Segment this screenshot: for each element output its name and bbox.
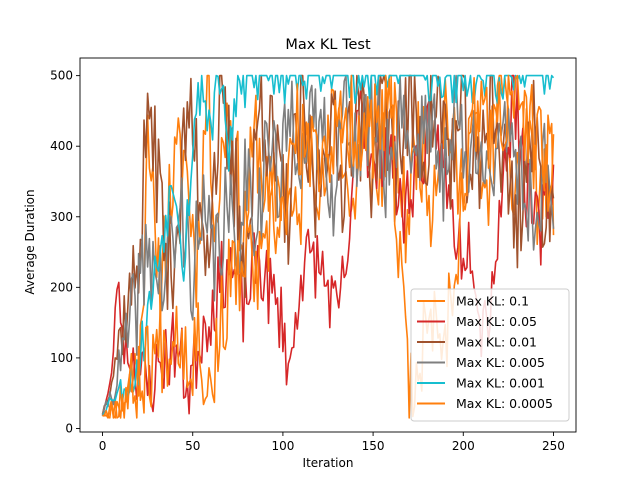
x-axis: 0 50 100 150 200 250 (99, 432, 565, 453)
series-line-3 (101, 74, 555, 415)
series-line-4 (101, 74, 555, 417)
y-axis-label: Average Duration (23, 189, 37, 294)
x-tick-label: 50 (185, 439, 200, 453)
legend-label: Max KL: 0.001 (456, 376, 545, 391)
y-axis: 0 100 200 300 400 500 (50, 69, 80, 435)
plot-area (79, 57, 577, 433)
legend-label: Max KL: 0.005 (456, 355, 545, 370)
x-tick-label: 0 (99, 439, 107, 453)
y-tick-label: 300 (50, 210, 73, 224)
legend-label: Max KL: 0.01 (456, 335, 537, 350)
legend-label: Max KL: 0.0005 (456, 396, 553, 411)
series-line-5 (102, 74, 555, 419)
y-tick-label: 0 (65, 421, 73, 435)
x-tick-label: 150 (362, 439, 385, 453)
legend: Max KL: 0.1 Max KL: 0.05 Max KL: 0.01 Max K… (410, 288, 570, 422)
y-tick-label: 200 (50, 280, 73, 294)
x-tick-label: 250 (542, 439, 565, 453)
y-tick-label: 100 (50, 351, 73, 365)
series-group (101, 74, 555, 419)
chart-title: Max KL Test (285, 37, 371, 53)
legend-label: Max KL: 0.1 (456, 294, 529, 309)
series-line-0 (102, 74, 555, 419)
y-tick-label: 500 (50, 69, 73, 83)
y-tick-label: 400 (50, 139, 73, 153)
x-tick-label: 200 (452, 439, 475, 453)
x-tick-label: 100 (271, 439, 294, 453)
x-axis-label: Iteration (303, 456, 354, 470)
legend-box (410, 288, 570, 422)
plot-frame (79, 57, 577, 433)
legend-label: Max KL: 0.05 (456, 314, 537, 329)
